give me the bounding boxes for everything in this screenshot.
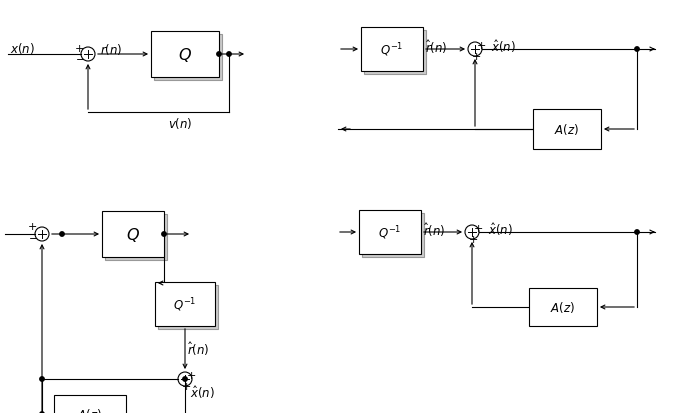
Text: +: + — [474, 223, 483, 233]
Circle shape — [226, 53, 231, 57]
Bar — [105, 214, 167, 260]
Text: +: + — [477, 41, 487, 51]
Text: $Q^{-1}$: $Q^{-1}$ — [380, 41, 404, 59]
Text: +: + — [182, 381, 191, 391]
Bar — [364, 31, 426, 75]
Text: +: + — [469, 235, 479, 244]
Text: $A(z)$: $A(z)$ — [78, 406, 102, 413]
Text: $\hat{x}(n)$: $\hat{x}(n)$ — [488, 221, 513, 237]
Bar — [54, 395, 126, 413]
Text: $\hat{x}(n)$: $\hat{x}(n)$ — [491, 38, 516, 55]
Text: $x(n)$: $x(n)$ — [10, 41, 35, 56]
Bar — [155, 282, 215, 326]
Circle shape — [635, 230, 639, 235]
Text: +: + — [75, 44, 84, 54]
Text: $\hat{x}(n)$: $\hat{x}(n)$ — [190, 383, 215, 400]
Text: +: + — [28, 221, 37, 231]
Bar — [359, 211, 421, 254]
Bar — [529, 288, 597, 326]
Circle shape — [183, 377, 187, 381]
Circle shape — [60, 232, 64, 237]
Text: $r(n)$: $r(n)$ — [100, 42, 123, 57]
Circle shape — [40, 412, 44, 413]
Text: $\hat{r}(n)$: $\hat{r}(n)$ — [423, 221, 446, 238]
Bar — [102, 211, 164, 257]
Text: $\hat{r}(n)$: $\hat{r}(n)$ — [425, 38, 448, 56]
Circle shape — [635, 47, 639, 52]
Text: $Q$: $Q$ — [178, 46, 192, 64]
Text: $-$: $-$ — [28, 231, 38, 242]
Text: $Q$: $Q$ — [126, 225, 140, 243]
Text: $A(z)$: $A(z)$ — [555, 122, 580, 137]
Bar — [154, 35, 222, 81]
Circle shape — [162, 232, 166, 237]
Text: +: + — [187, 370, 196, 380]
Bar — [361, 28, 423, 72]
Bar — [158, 285, 218, 329]
Circle shape — [40, 377, 44, 381]
Text: $-$: $-$ — [75, 53, 85, 63]
Text: +: + — [472, 52, 481, 62]
Text: $\hat{r}(n)$: $\hat{r}(n)$ — [187, 339, 210, 357]
Bar — [362, 214, 424, 257]
Bar — [533, 110, 601, 150]
Text: $Q^{-1}$: $Q^{-1}$ — [173, 295, 197, 313]
Text: $A(z)$: $A(z)$ — [551, 300, 576, 315]
Text: $Q^{-1}$: $Q^{-1}$ — [378, 224, 402, 241]
Text: $v(n)$: $v(n)$ — [168, 116, 193, 131]
Circle shape — [217, 53, 221, 57]
Bar — [151, 32, 219, 78]
